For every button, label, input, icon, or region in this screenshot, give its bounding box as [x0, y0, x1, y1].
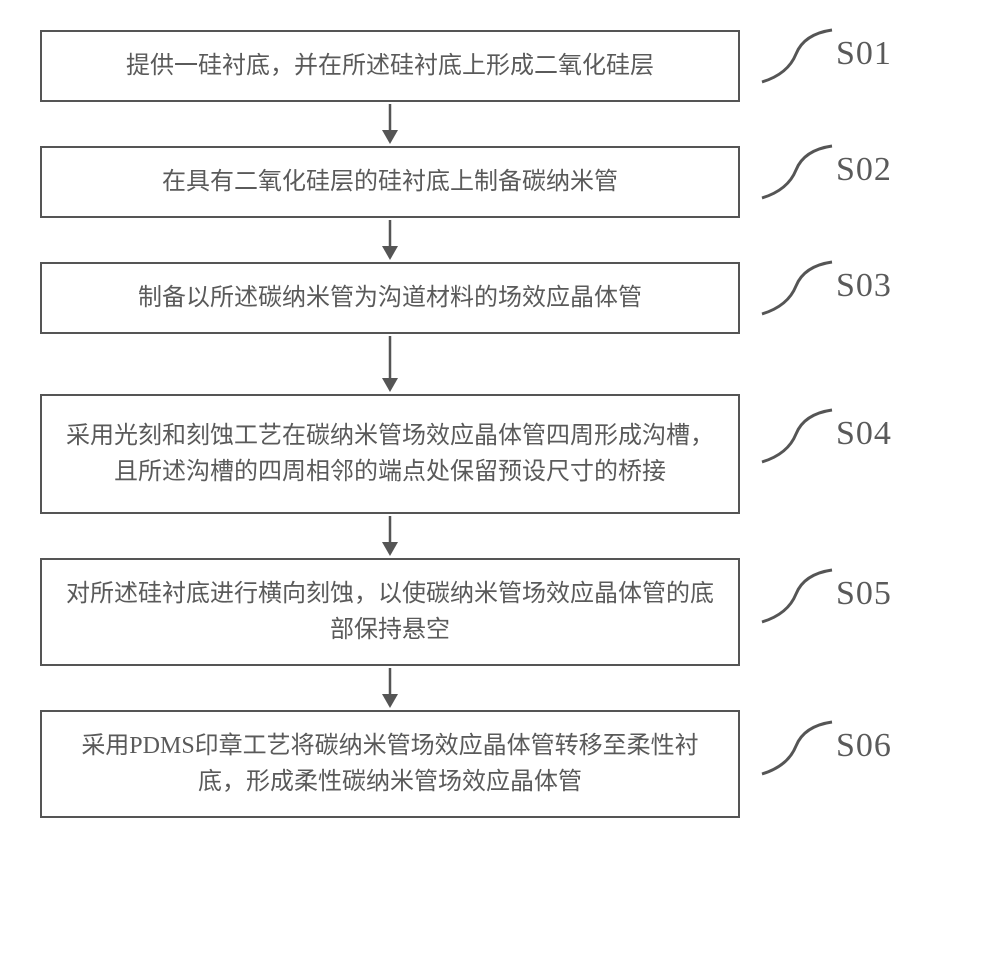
- label-wrap-3: S03: [760, 256, 892, 316]
- curve-icon: [760, 24, 840, 84]
- step-row-3: 制备以所述碳纳米管为沟道材料的场效应晶体管 S03: [40, 262, 960, 334]
- step-text-3: 制备以所述碳纳米管为沟道材料的场效应晶体管: [138, 280, 642, 316]
- arrow-down-icon: [375, 514, 405, 558]
- step-label-3: S03: [836, 267, 892, 305]
- arrow-down-icon: [375, 218, 405, 262]
- curve-icon: [760, 404, 840, 464]
- arrow-down-icon: [375, 102, 405, 146]
- step-text-6: 采用PDMS印章工艺将碳纳米管场效应晶体管转移至柔性衬底，形成柔性碳纳米管场效应…: [62, 728, 718, 800]
- step-label-4: S04: [836, 415, 892, 453]
- step-box-1: 提供一硅衬底，并在所述硅衬底上形成二氧化硅层: [40, 30, 740, 102]
- flowchart-container: 提供一硅衬底，并在所述硅衬底上形成二氧化硅层 S01 在具有二氧化硅层的硅衬底上…: [40, 30, 960, 818]
- step-label-5: S05: [836, 575, 892, 613]
- label-wrap-2: S02: [760, 140, 892, 200]
- step-label-6: S06: [836, 727, 892, 765]
- step-row-5: 对所述硅衬底进行横向刻蚀，以使碳纳米管场效应晶体管的底部保持悬空 S05: [40, 558, 960, 666]
- arrow-3: [40, 334, 740, 394]
- label-wrap-6: S06: [760, 716, 892, 776]
- step-box-4: 采用光刻和刻蚀工艺在碳纳米管场效应晶体管四周形成沟槽，且所述沟槽的四周相邻的端点…: [40, 394, 740, 514]
- step-box-3: 制备以所述碳纳米管为沟道材料的场效应晶体管: [40, 262, 740, 334]
- step-text-1: 提供一硅衬底，并在所述硅衬底上形成二氧化硅层: [126, 48, 654, 84]
- arrow-down-icon: [375, 334, 405, 394]
- step-row-1: 提供一硅衬底，并在所述硅衬底上形成二氧化硅层 S01: [40, 30, 960, 102]
- step-box-2: 在具有二氧化硅层的硅衬底上制备碳纳米管: [40, 146, 740, 218]
- step-text-2: 在具有二氧化硅层的硅衬底上制备碳纳米管: [162, 164, 618, 200]
- arrow-5: [40, 666, 740, 710]
- arrow-1: [40, 102, 740, 146]
- step-label-1: S01: [836, 35, 892, 73]
- step-row-2: 在具有二氧化硅层的硅衬底上制备碳纳米管 S02: [40, 146, 960, 218]
- curve-icon: [760, 716, 840, 776]
- step-box-5: 对所述硅衬底进行横向刻蚀，以使碳纳米管场效应晶体管的底部保持悬空: [40, 558, 740, 666]
- label-wrap-5: S05: [760, 564, 892, 624]
- arrow-down-icon: [375, 666, 405, 710]
- step-row-4: 采用光刻和刻蚀工艺在碳纳米管场效应晶体管四周形成沟槽，且所述沟槽的四周相邻的端点…: [40, 394, 960, 514]
- step-text-5: 对所述硅衬底进行横向刻蚀，以使碳纳米管场效应晶体管的底部保持悬空: [62, 576, 718, 648]
- step-box-6: 采用PDMS印章工艺将碳纳米管场效应晶体管转移至柔性衬底，形成柔性碳纳米管场效应…: [40, 710, 740, 818]
- arrow-2: [40, 218, 740, 262]
- step-text-4: 采用光刻和刻蚀工艺在碳纳米管场效应晶体管四周形成沟槽，且所述沟槽的四周相邻的端点…: [62, 418, 718, 490]
- step-label-2: S02: [836, 151, 892, 189]
- curve-icon: [760, 564, 840, 624]
- curve-icon: [760, 140, 840, 200]
- curve-icon: [760, 256, 840, 316]
- label-wrap-1: S01: [760, 24, 892, 84]
- label-wrap-4: S04: [760, 404, 892, 464]
- step-row-6: 采用PDMS印章工艺将碳纳米管场效应晶体管转移至柔性衬底，形成柔性碳纳米管场效应…: [40, 710, 960, 818]
- arrow-4: [40, 514, 740, 558]
